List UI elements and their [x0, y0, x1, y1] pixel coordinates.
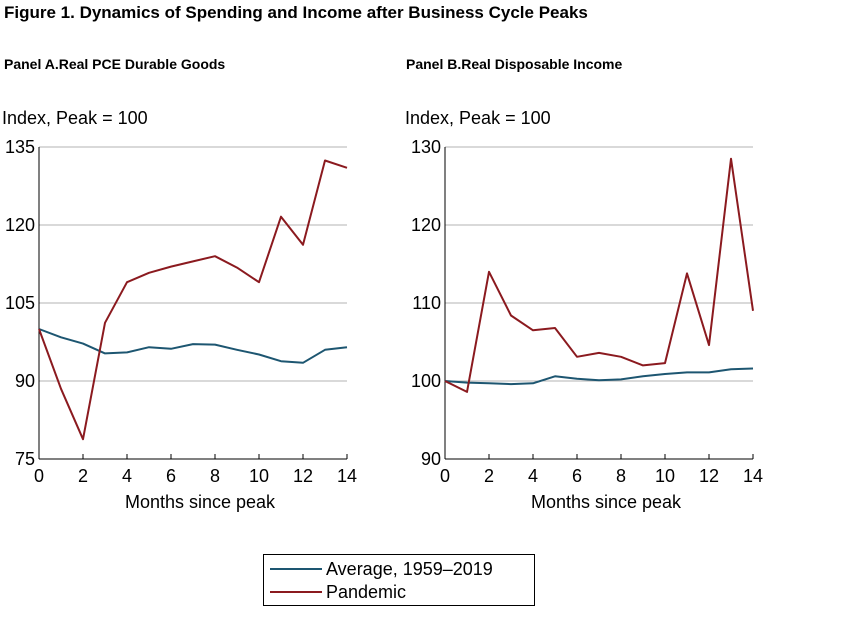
panel-a-y-tick-label: 120	[5, 215, 35, 235]
panel-b-y-tick-label: 90	[421, 449, 441, 469]
legend-swatch-pandemic	[270, 591, 322, 593]
figure-title: Figure 1. Dynamics of Spending and Incom…	[4, 3, 588, 22]
panel-a-y-tick-label: 105	[5, 293, 35, 313]
panel-b-x-axis-label: Months since peak	[531, 492, 682, 512]
panel-b-y-tick-label: 100	[411, 371, 441, 391]
panel-b-x-tick-label: 12	[699, 466, 719, 486]
panel-a-series-pandemic	[38, 159, 348, 441]
panel-a-y-tick-label: 135	[5, 137, 35, 157]
panel-a-x-tick-label: 6	[166, 466, 176, 486]
legend: Average, 1959–2019 Pandemic	[263, 554, 535, 606]
legend-item-pandemic: Pandemic	[270, 581, 406, 603]
panel-b-y-axis-label: Index, Peak = 100	[405, 108, 551, 128]
panel-a-y-axis-label: Index, Peak = 100	[2, 108, 148, 128]
panel-b-x-tick-label: 14	[743, 466, 763, 486]
panel-a-series-average	[38, 328, 348, 364]
panel-a-y-tick-label: 75	[15, 449, 35, 469]
panel-a-x-tick-label: 2	[78, 466, 88, 486]
panel-a-x-tick-label: 4	[122, 466, 132, 486]
panel-a-x-axis-label: Months since peak	[125, 492, 276, 512]
panel-b-x-tick-label: 10	[655, 466, 675, 486]
legend-label-pandemic: Pandemic	[326, 581, 407, 602]
panel-b-y-tick-label: 110	[412, 293, 441, 313]
panel-a-x-tick-label: 14	[337, 466, 357, 486]
panel-b-x-tick-label: 4	[528, 466, 538, 486]
panel-b-title: Panel B.Real Disposable Income	[406, 56, 623, 72]
panel-a-y-tick-label: 90	[15, 371, 35, 391]
panel-b-series-pandemic	[444, 157, 754, 393]
legend-label-average: Average, 1959–2019	[326, 558, 493, 579]
panel-a-x-tick-label: 8	[210, 466, 220, 486]
legend-swatch-average	[270, 568, 322, 570]
panel-b-y-tick-label: 120	[411, 215, 441, 235]
legend-item-average: Average, 1959–2019	[270, 558, 493, 580]
panel-a-x-tick-label: 10	[249, 466, 269, 486]
panel-b-x-tick-label: 0	[440, 466, 450, 486]
panel-b-series-average	[444, 367, 754, 386]
panel-a-title: Panel A.Real PCE Durable Goods	[4, 56, 226, 72]
panel-b-x-tick-label: 8	[616, 466, 626, 486]
panel-a-x-tick-label: 12	[293, 466, 313, 486]
panel-b-x-tick-label: 6	[572, 466, 582, 486]
panel-b-x-tick-label: 2	[484, 466, 494, 486]
panel-a-x-tick-label: 0	[34, 466, 44, 486]
panel-b-y-tick-label: 130	[411, 137, 441, 157]
